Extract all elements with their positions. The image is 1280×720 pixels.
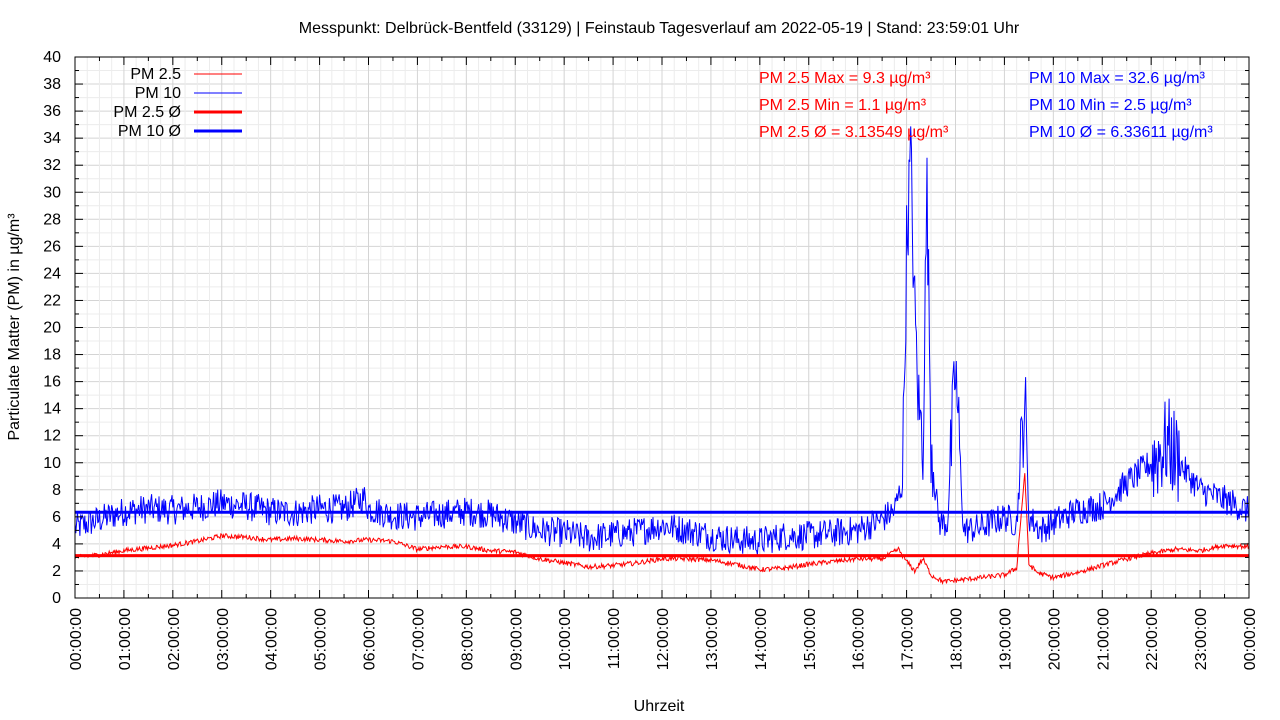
y-tick-label: 2 (52, 563, 61, 580)
x-axis-label: Uhrzeit (634, 698, 685, 715)
x-tick-label: 12:00:00 (655, 608, 672, 670)
x-tick-label: 11:00:00 (606, 608, 623, 669)
legend-pm10-average-label: PM 10 Ø (118, 123, 181, 140)
x-tick-label: 02:00:00 (166, 608, 183, 670)
annotation-text: PM 2.5 Max = 9.3 µg/m³ (759, 70, 931, 87)
pm25-series-line (74, 473, 1250, 586)
x-tick-label: 15:00:00 (802, 608, 819, 670)
y-tick-label: 34 (43, 130, 61, 147)
chart-title: Messpunkt: Delbrück-Bentfeld (33129) | F… (299, 20, 1020, 37)
annotation-text: PM 2.5 Ø = 3.13549 µg/m³ (759, 124, 949, 141)
y-tick-label: 18 (43, 347, 61, 364)
x-tick-label: 03:00:00 (215, 608, 232, 670)
y-axis-label: Particulate Matter (PM) in µg/m³ (6, 213, 23, 441)
y-tick-label: 10 (43, 455, 61, 472)
x-tick-label: 20:00:00 (1046, 608, 1063, 670)
annotation-text: PM 10 Ø = 6.33611 µg/m³ (1029, 124, 1213, 141)
y-tick-label: 26 (43, 238, 61, 255)
x-tick-label: 01:00:00 (117, 608, 134, 670)
y-tick-label: 32 (43, 157, 61, 174)
axis-ticks (74, 56, 1250, 599)
pm10-series-line (74, 126, 1250, 555)
y-tick-label: 28 (43, 211, 61, 228)
annotation-text: PM 10 Max = 32.6 µg/m³ (1029, 70, 1206, 87)
x-tick-label: 06:00:00 (362, 608, 379, 670)
legend: PM 2.5 PM 10 PM 2.5 Ø PM 10 Ø (113, 66, 242, 140)
x-tick-label: 22:00:00 (1144, 608, 1161, 670)
y-tick-label: 16 (43, 374, 61, 391)
legend-pm10-label: PM 10 (135, 85, 181, 102)
x-tick-label: 19:00:00 (997, 608, 1014, 670)
y-tick-label: 4 (52, 536, 61, 553)
x-tick-label: 10:00:00 (557, 608, 574, 670)
y-tick-label: 24 (43, 265, 61, 282)
legend-pm25-average-label: PM 2.5 Ø (113, 104, 181, 121)
x-tick-label: 04:00:00 (264, 608, 281, 670)
x-tick-label: 07:00:00 (410, 608, 427, 670)
x-tick-label: 05:00:00 (313, 608, 330, 670)
y-tick-label: 6 (52, 509, 61, 526)
x-tick-label: 14:00:00 (753, 608, 770, 670)
x-tick-labels: 00:00:00 01:00:00 02:00:00 03:00:00 04:00:00… (68, 608, 1259, 670)
x-tick-label: 16:00:00 (851, 608, 868, 670)
y-tick-label: 0 (52, 590, 61, 607)
annotation-text: PM 10 Min = 2.5 µg/m³ (1029, 97, 1192, 114)
y-tick-label: 8 (52, 482, 61, 499)
y-tick-label: 40 (43, 49, 61, 66)
x-tick-label: 21:00:00 (1095, 608, 1112, 670)
x-tick-label: 18:00:00 (949, 608, 966, 670)
series-layer (74, 126, 1250, 586)
y-tick-label: 20 (43, 320, 61, 337)
x-tick-label: 09:00:00 (508, 608, 525, 670)
y-tick-label: 22 (43, 292, 61, 309)
stats-annotations: PM 2.5 Max = 9.3 µg/m³ PM 2.5 Min = 1.1 µ… (759, 70, 1213, 141)
x-tick-label: 08:00:00 (459, 608, 476, 670)
grid-lines (75, 57, 1249, 598)
y-tick-label: 38 (43, 76, 61, 93)
annotation-text: PM 2.5 Min = 1.1 µg/m³ (759, 97, 927, 114)
x-tick-label: 00:00:00 (1242, 608, 1259, 670)
y-tick-label: 36 (43, 103, 61, 120)
y-tick-label: 14 (43, 401, 61, 418)
x-tick-label: 17:00:00 (900, 608, 917, 670)
y-tick-label: 12 (43, 428, 61, 445)
legend-pm25-label: PM 2.5 (130, 66, 181, 83)
y-tick-label: 30 (43, 184, 61, 201)
x-tick-label: 23:00:00 (1193, 608, 1210, 670)
x-tick-label: 13:00:00 (704, 608, 721, 670)
x-tick-label: 00:00:00 (68, 608, 85, 670)
